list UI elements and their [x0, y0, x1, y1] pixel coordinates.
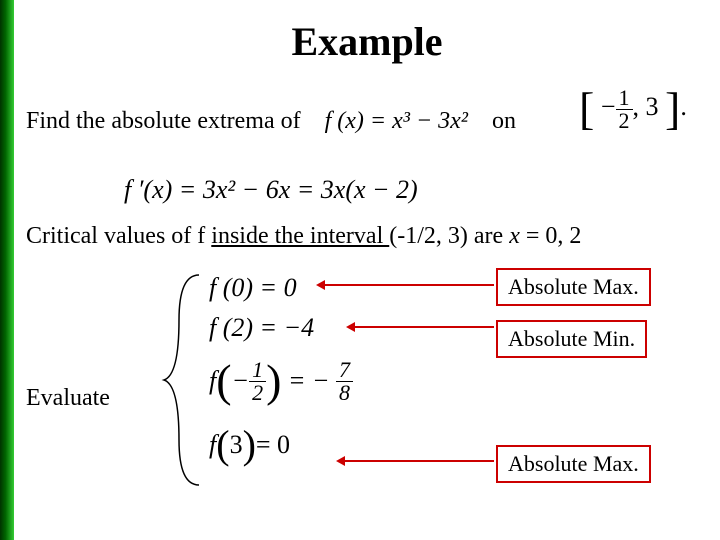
evaluate-label: Evaluate — [26, 385, 110, 412]
left-bracket: [ — [579, 86, 594, 132]
problem-prefix: Find the absolute extrema of — [26, 108, 301, 134]
paren-right: ) — [266, 358, 281, 404]
critical-values-text: Critical values of f inside the interval… — [26, 223, 581, 250]
paren-left-2: ( — [216, 425, 229, 465]
interval-fraction: 12 — [616, 87, 633, 132]
eval-f2: f (2) = −4 — [209, 313, 314, 343]
slide-content: Example Find the absolute extrema of f (… — [14, 0, 720, 540]
crit-b: inside the interval — [211, 223, 389, 249]
eval-f0: f (0) = 0 — [209, 273, 297, 303]
eval-row-0: f (0) = 0 — [209, 271, 353, 305]
slide-title: Example — [14, 18, 720, 65]
interval-period: . — [680, 92, 687, 121]
eval-row-3: f (3) = 0 — [209, 417, 353, 473]
interval-expression: [ −12, 3 ]. — [579, 86, 687, 132]
crit-e: = 0, 2 — [520, 223, 582, 249]
label-absolute-max-1: Absolute Max. — [496, 268, 651, 306]
frac-result: 78 — [336, 359, 353, 404]
eval-row-neg-half: f ( − 12 ) = − 78 — [209, 353, 353, 409]
interval-right: , 3 — [633, 92, 659, 121]
function-def: f (x) = x³ − 3x² — [325, 108, 468, 134]
eval-f3-f: f — [209, 430, 216, 460]
label-absolute-max-2: Absolute Max. — [496, 445, 651, 483]
interval-word: on — [492, 108, 516, 134]
label-absolute-min: Absolute Min. — [496, 320, 647, 358]
eval-f-pre: f — [209, 366, 216, 396]
paren-right-2: ) — [243, 425, 256, 465]
arrow-to-min — [354, 326, 494, 328]
derivative-expression: f ′(x) = 3x² − 6x = 3x(x − 2) — [124, 175, 418, 205]
curly-brace — [159, 270, 209, 490]
evaluation-block: f (0) = 0 f (2) = −4 f ( − 12 ) = − 78 f… — [209, 265, 353, 481]
crit-d: x — [509, 223, 520, 249]
crit-c: (-1/2, 3) are — [389, 223, 509, 249]
problem-statement: Find the absolute extrema of f (x) = x³ … — [26, 108, 516, 135]
interval-neg: − — [601, 92, 616, 121]
neg-sign: − — [232, 366, 250, 396]
eval-row-2: f (2) = −4 — [209, 311, 353, 345]
eq-neg: = − — [288, 366, 330, 396]
right-bracket: ] — [665, 86, 680, 132]
arrow-to-max-2 — [344, 460, 494, 462]
paren-left: ( — [216, 358, 231, 404]
frac-arg: 12 — [249, 359, 266, 404]
left-accent-bar — [0, 0, 14, 540]
arrow-to-max-1 — [324, 284, 494, 286]
crit-a: Critical values of f — [26, 223, 211, 249]
